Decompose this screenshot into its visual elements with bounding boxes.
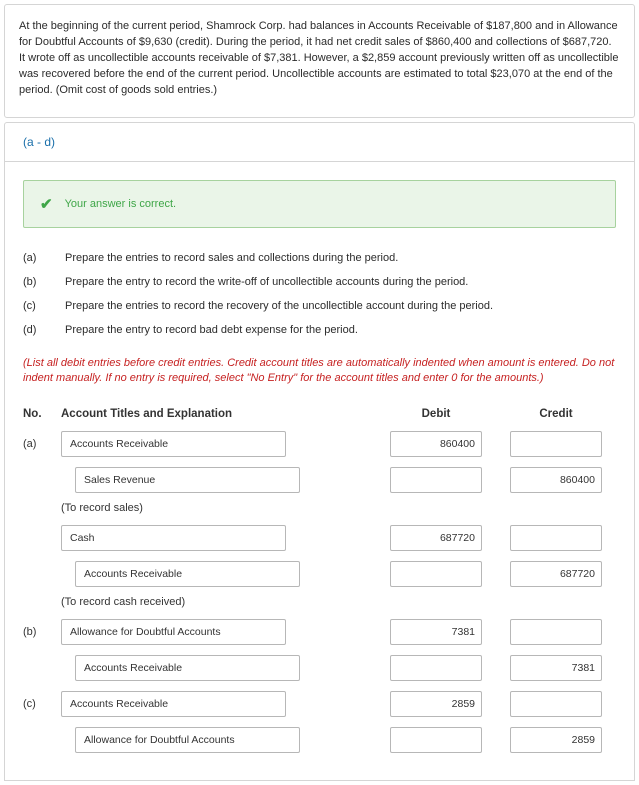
account-dropdown[interactable]: Accounts Receivable	[61, 431, 286, 457]
table-row: Accounts Receivable 687720	[23, 556, 616, 592]
account-dropdown[interactable]: Accounts Receivable	[75, 561, 300, 587]
part-label: (a)	[23, 252, 47, 264]
debit-input[interactable]	[390, 727, 482, 753]
part-label: (d)	[23, 324, 47, 336]
credit-input[interactable]	[510, 431, 602, 457]
credit-cell	[496, 619, 616, 645]
credit-input[interactable]	[510, 619, 602, 645]
part-label: (b)	[23, 276, 47, 288]
header-acct: Account Titles and Explanation	[61, 408, 376, 420]
debit-cell: 2859	[376, 691, 496, 717]
correct-banner: ✔ Your answer is correct.	[23, 180, 616, 228]
journal-table: No. Account Titles and Explanation Debit…	[23, 402, 616, 758]
header-debit: Debit	[376, 408, 496, 420]
table-row: Allowance for Doubtful Accounts 2859	[23, 722, 616, 758]
credit-cell	[496, 525, 616, 551]
account-dropdown[interactable]: Cash	[61, 525, 286, 551]
account-dropdown[interactable]: Accounts Receivable	[61, 691, 286, 717]
part-row: (d) Prepare the entry to record bad debt…	[23, 318, 616, 342]
debit-input[interactable]: 687720	[390, 525, 482, 551]
parts-list: (a) Prepare the entries to record sales …	[23, 246, 616, 342]
part-text: Prepare the entries to record the recove…	[65, 300, 493, 312]
credit-cell: 2859	[496, 727, 616, 753]
account-cell: Allowance for Doubtful Accounts	[61, 619, 376, 645]
credit-input[interactable]: 687720	[510, 561, 602, 587]
table-body: (a)Accounts Receivable860400Sales Revenu…	[23, 426, 616, 758]
account-cell: Sales Revenue	[61, 467, 376, 493]
tab-header[interactable]: (a - d)	[4, 122, 635, 162]
part-row: (a) Prepare the entries to record sales …	[23, 246, 616, 270]
header-no: No.	[23, 408, 61, 420]
tabs-container: (a - d) ✔ Your answer is correct. (a) Pr…	[4, 122, 635, 782]
part-text: Prepare the entry to record bad debt exp…	[65, 324, 358, 336]
credit-cell: 860400	[496, 467, 616, 493]
memo-text: (To record cash received)	[23, 596, 185, 608]
debit-input[interactable]: 860400	[390, 431, 482, 457]
problem-text: At the beginning of the current period, …	[19, 19, 620, 99]
credit-input[interactable]	[510, 691, 602, 717]
debit-input[interactable]: 7381	[390, 619, 482, 645]
part-row: (b) Prepare the entry to record the writ…	[23, 270, 616, 294]
correct-text: Your answer is correct.	[65, 198, 176, 210]
debit-cell: 860400	[376, 431, 496, 457]
debit-cell: 687720	[376, 525, 496, 551]
debit-input[interactable]	[390, 561, 482, 587]
account-cell: Cash	[61, 525, 376, 551]
account-dropdown[interactable]: Allowance for Doubtful Accounts	[75, 727, 300, 753]
memo-row: (To record sales)	[23, 498, 616, 520]
debit-input[interactable]: 2859	[390, 691, 482, 717]
account-cell: Accounts Receivable	[61, 561, 376, 587]
table-row: Accounts Receivable7381	[23, 650, 616, 686]
credit-input[interactable]: 2859	[510, 727, 602, 753]
entry-no: (a)	[23, 438, 61, 450]
debit-cell	[376, 467, 496, 493]
debit-cell	[376, 561, 496, 587]
entry-no: (c)	[23, 698, 61, 710]
table-row: (c)Accounts Receivable 2859	[23, 686, 616, 722]
credit-input[interactable]: 860400	[510, 467, 602, 493]
part-text: Prepare the entry to record the write-of…	[65, 276, 468, 288]
table-header: No. Account Titles and Explanation Debit…	[23, 402, 616, 426]
check-icon: ✔	[40, 195, 53, 213]
credit-cell: 687720	[496, 561, 616, 587]
header-credit: Credit	[496, 408, 616, 420]
table-row: (a)Accounts Receivable 860400	[23, 426, 616, 462]
instructions: (List all debit entries before credit en…	[23, 356, 616, 387]
debit-cell	[376, 727, 496, 753]
part-label: (c)	[23, 300, 47, 312]
credit-cell	[496, 691, 616, 717]
entry-no: (b)	[23, 626, 61, 638]
tab-body: ✔ Your answer is correct. (a) Prepare th…	[4, 162, 635, 782]
table-row: (b)Allowance for Doubtful Accounts 7381	[23, 614, 616, 650]
credit-cell	[496, 431, 616, 457]
debit-cell: 7381	[376, 619, 496, 645]
problem-statement-box: At the beginning of the current period, …	[4, 4, 635, 118]
memo-row: (To record cash received)	[23, 592, 616, 614]
debit-input[interactable]	[390, 467, 482, 493]
account-dropdown[interactable]: Allowance for Doubtful Accounts	[61, 619, 286, 645]
memo-text: (To record sales)	[23, 502, 143, 514]
account-cell: Accounts Receivable	[61, 691, 376, 717]
part-row: (c) Prepare the entries to record the re…	[23, 294, 616, 318]
table-row: Sales Revenue 860400	[23, 462, 616, 498]
table-row: Cash 687720	[23, 520, 616, 556]
tab-label: (a - d)	[23, 135, 55, 149]
part-text: Prepare the entries to record sales and …	[65, 252, 398, 264]
account-dropdown[interactable]: Sales Revenue	[75, 467, 300, 493]
account-cell: Allowance for Doubtful Accounts	[61, 727, 376, 753]
account-cell: Accounts Receivable	[61, 431, 376, 457]
credit-input[interactable]	[510, 525, 602, 551]
